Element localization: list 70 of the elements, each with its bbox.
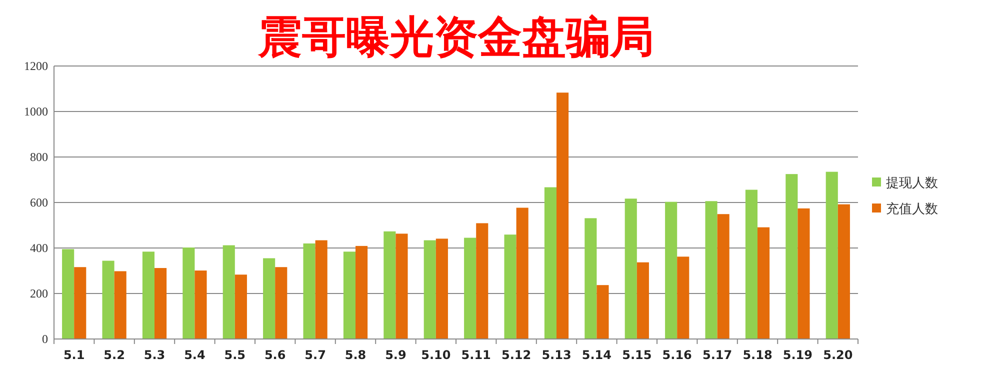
bar — [74, 267, 86, 339]
x-tick-label: 5.5 — [224, 348, 246, 362]
y-tick-label: 400 — [30, 241, 48, 256]
bar — [584, 218, 597, 339]
x-tick-label: 5.9 — [385, 348, 406, 362]
x-tick-label: 5.1 — [63, 348, 85, 362]
x-tick-label: 5.2 — [104, 348, 125, 362]
bar — [343, 252, 356, 339]
bar — [826, 172, 838, 339]
y-tick-label: 1000 — [24, 104, 48, 119]
y-tick-label: 800 — [30, 150, 48, 164]
bar — [556, 92, 569, 339]
bar — [114, 271, 126, 339]
x-tick-label: 5.6 — [264, 348, 286, 362]
bar — [222, 245, 235, 339]
bar — [464, 238, 476, 339]
bar — [665, 202, 678, 339]
x-tick-label: 5.17 — [702, 348, 732, 362]
x-tick-label: 5.19 — [782, 348, 813, 362]
bar — [544, 187, 556, 339]
y-tick-label: 600 — [30, 196, 48, 210]
y-tick-label: 200 — [30, 286, 48, 301]
x-tick-label: 5.15 — [622, 348, 652, 362]
x-tick-label: 5.3 — [144, 348, 166, 362]
bar — [275, 267, 288, 339]
bar — [717, 214, 730, 339]
x-tick-label: 5.13 — [542, 348, 572, 362]
bar — [624, 198, 637, 339]
bar — [263, 258, 276, 339]
bar — [745, 190, 758, 339]
legend-label: 提现人数 — [886, 176, 938, 192]
bar — [62, 249, 74, 339]
bar — [636, 262, 649, 339]
bar — [786, 174, 798, 339]
bar — [758, 227, 770, 339]
bar — [436, 238, 448, 339]
x-tick-label: 5.8 — [344, 348, 366, 362]
x-tick-label: 5.7 — [304, 348, 326, 362]
x-tick-label: 5.11 — [461, 348, 491, 362]
bar — [315, 240, 328, 339]
x-tick-label: 5.16 — [662, 348, 692, 362]
legend-label: 充值人数 — [886, 202, 938, 218]
bar — [154, 268, 167, 339]
x-tick-label: 5.4 — [184, 348, 206, 362]
bar — [516, 208, 528, 339]
bar — [476, 223, 488, 339]
x-tick-label: 5.20 — [823, 348, 853, 362]
x-tick-label: 5.12 — [501, 348, 532, 362]
chart-title: 震哥曝光资金盘骗局 — [257, 12, 654, 63]
bar — [194, 270, 207, 339]
x-tick-label: 5.10 — [421, 348, 451, 362]
bar — [504, 234, 516, 339]
bar — [303, 243, 316, 339]
x-tick-label: 5.18 — [742, 348, 772, 362]
y-tick-label: 0 — [42, 332, 48, 346]
bar — [596, 285, 609, 339]
y-tick-label: 1200 — [24, 59, 48, 74]
bar — [356, 246, 368, 339]
bar — [396, 234, 408, 339]
bar — [102, 260, 114, 339]
bar — [677, 256, 690, 339]
bar — [838, 204, 850, 339]
x-tick-label: 5.14 — [582, 348, 612, 362]
bar — [234, 274, 247, 339]
bar — [142, 252, 154, 339]
bar — [424, 240, 436, 339]
bar — [182, 248, 195, 339]
bar — [384, 231, 396, 339]
bar — [798, 208, 810, 339]
bar — [705, 201, 718, 339]
